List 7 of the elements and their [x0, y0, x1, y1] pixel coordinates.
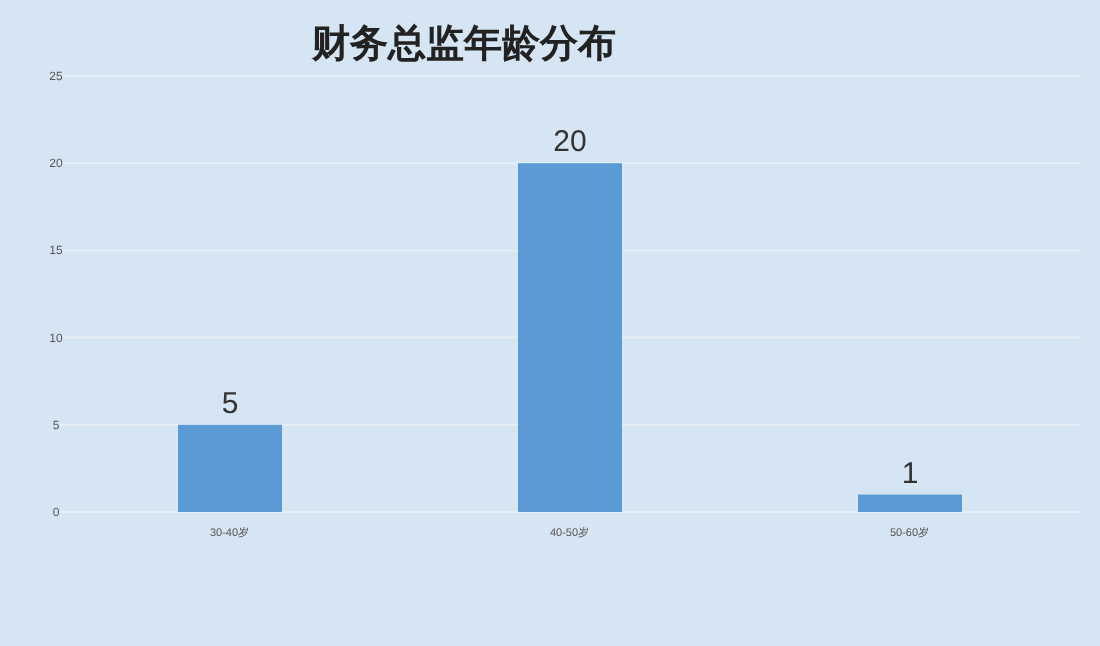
data-label: 20: [553, 125, 587, 160]
bar: [858, 494, 962, 512]
data-label: 5: [221, 386, 239, 421]
chart-title: 财务总监年龄分布: [310, 22, 616, 66]
bar: [178, 424, 282, 512]
data-label: 1: [901, 456, 919, 491]
bar: [518, 163, 622, 512]
